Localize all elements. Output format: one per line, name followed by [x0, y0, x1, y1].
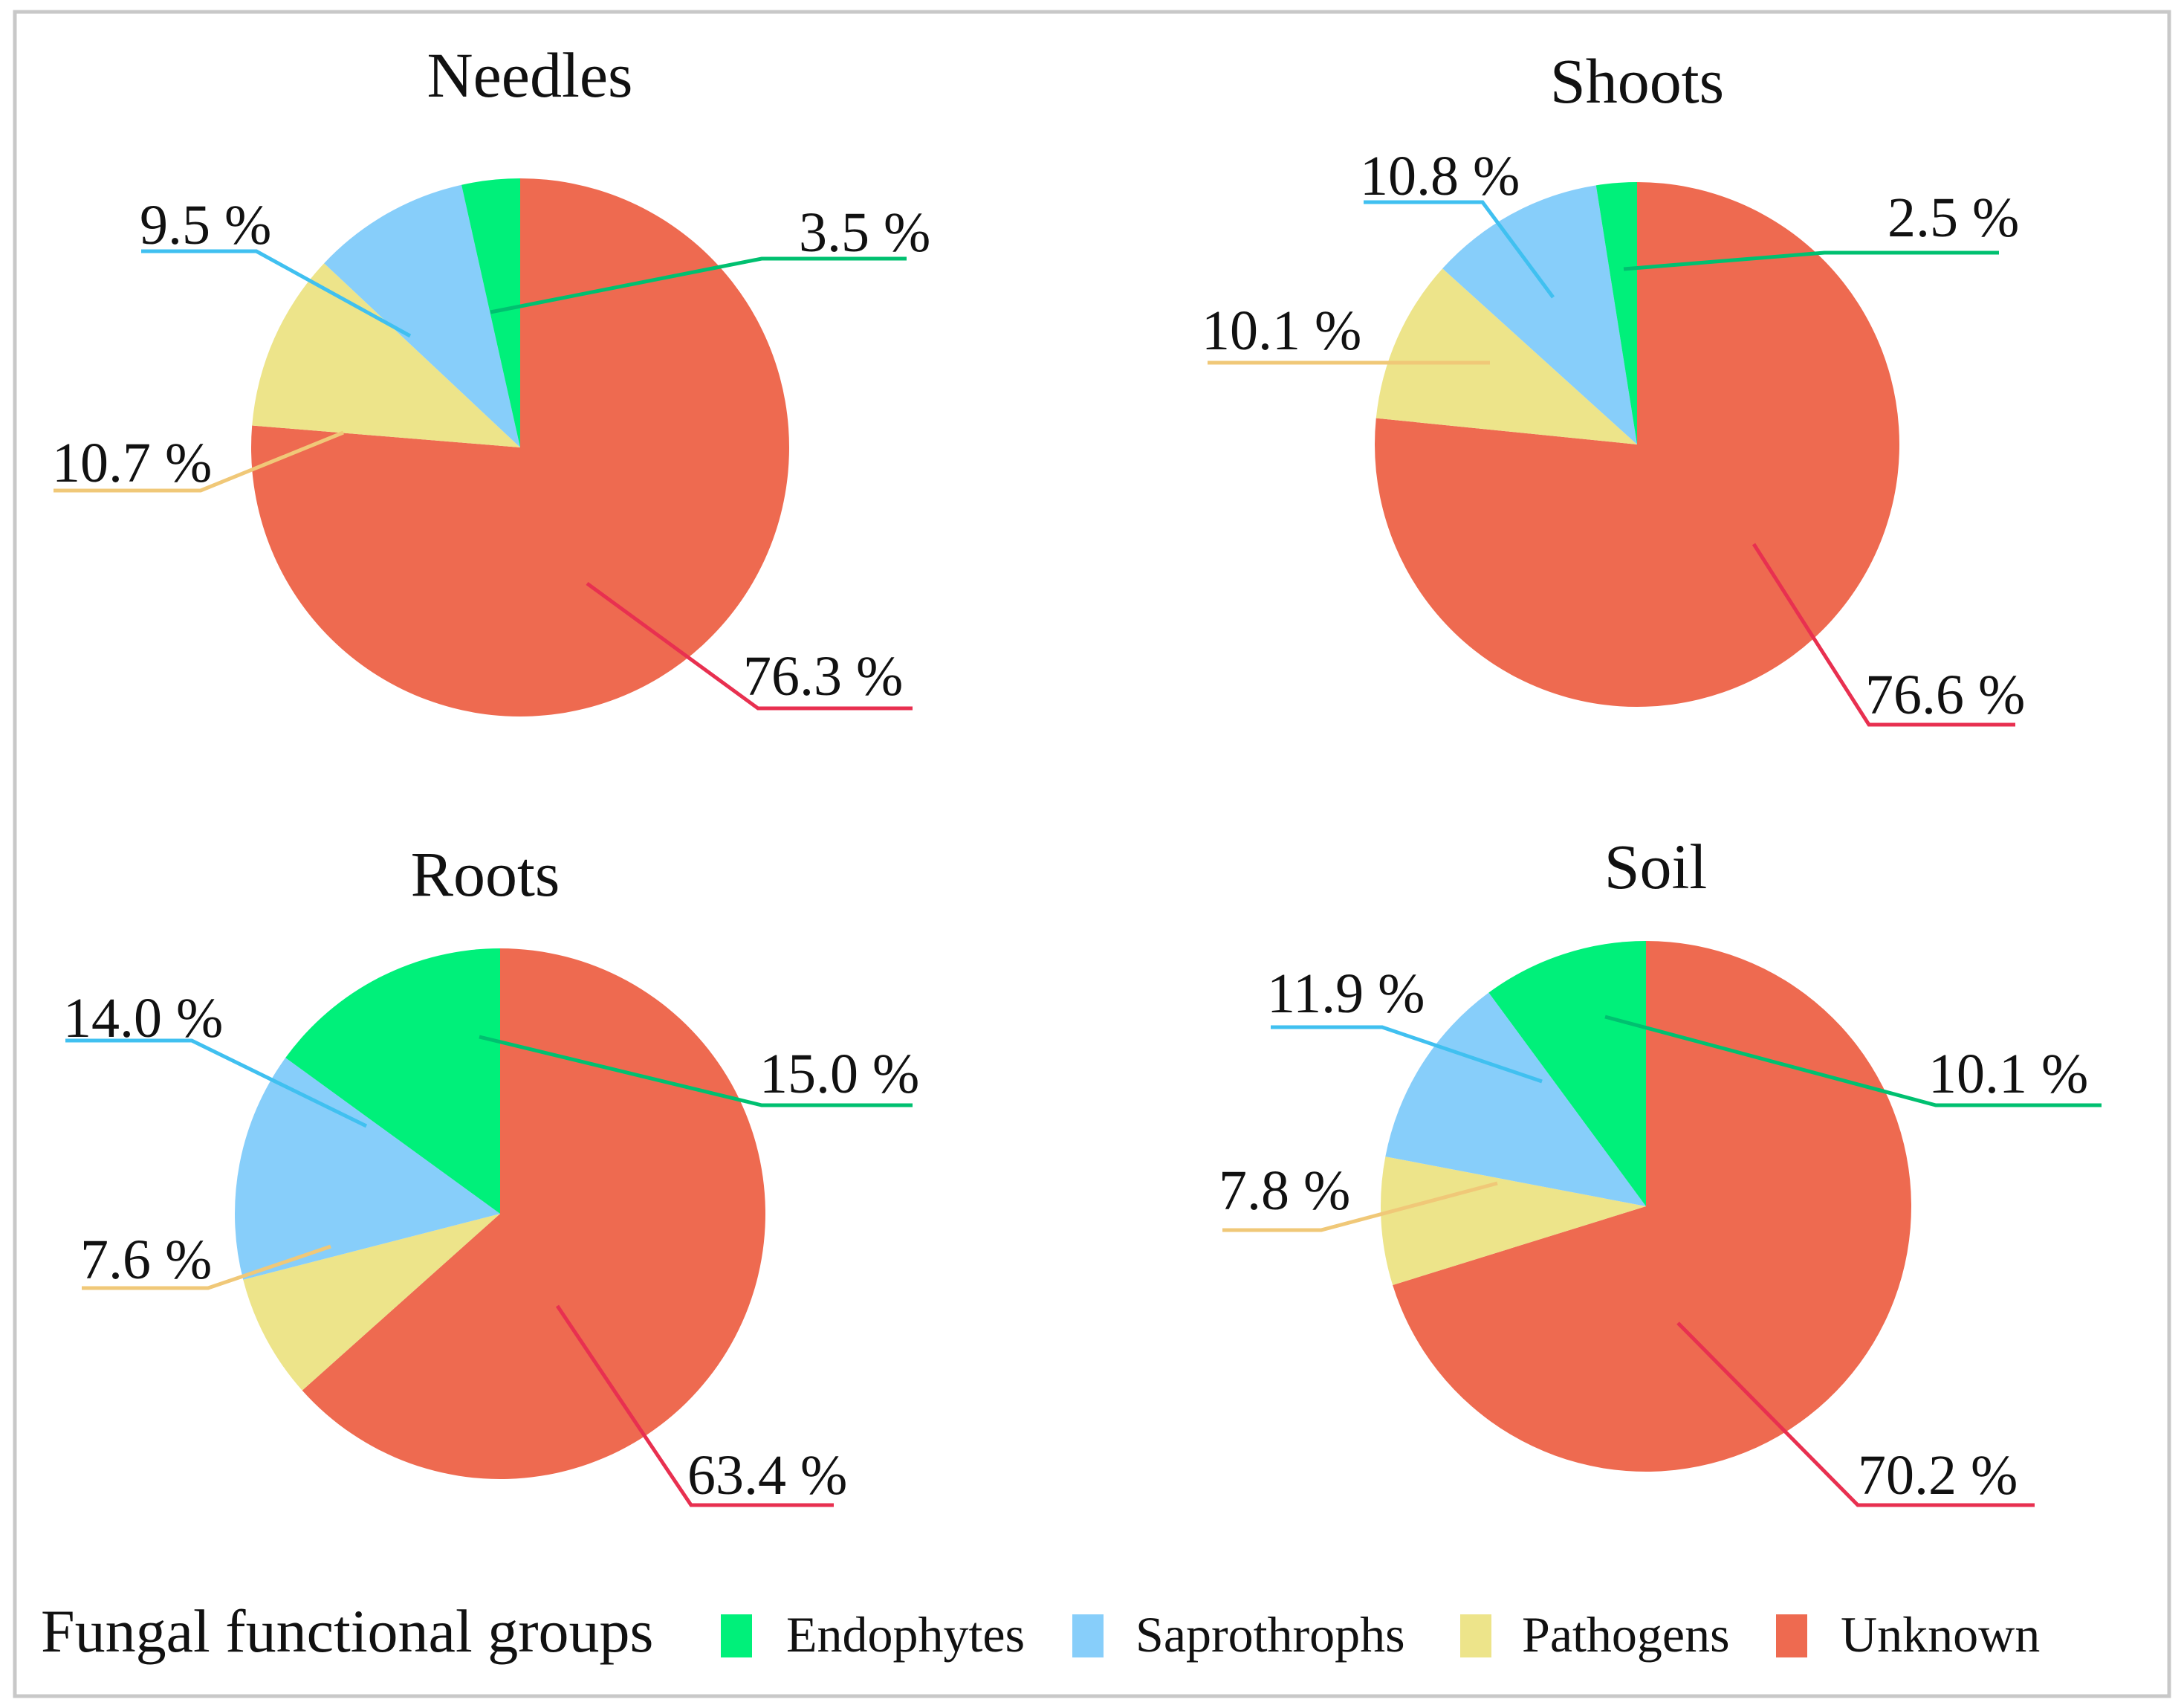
- pie-slices: [234, 948, 766, 1480]
- slice-label-pathogens: 7.8 %: [1219, 1159, 1350, 1222]
- slice-pathogens: [1375, 268, 1637, 444]
- slice-pathogens: [243, 1214, 500, 1391]
- slice-endophytes: [1595, 182, 1637, 444]
- pie-title: Soil: [1604, 831, 1708, 902]
- leader-line-endophytes: [1623, 250, 1999, 271]
- slice-saprothrophs: [234, 1058, 500, 1280]
- slice-pathogens: [1381, 1157, 1646, 1286]
- pie-shoots: Shoots 10.8 % 2.5 % 10.1 % 76.6 %: [1202, 45, 2025, 727]
- slice-label-pathogens: 10.7 %: [52, 432, 212, 494]
- leader-line-saprothrophs: [65, 1038, 368, 1128]
- slice-endophytes: [1488, 941, 1646, 1206]
- slice-label-endophytes: 2.5 %: [1887, 187, 2019, 249]
- legend-swatch-pathogens: [1460, 1614, 1491, 1657]
- slice-label-endophytes: 10.1 %: [1928, 1043, 2088, 1105]
- slice-endophytes: [285, 948, 500, 1214]
- legend-swatch-unknown: [1776, 1614, 1807, 1657]
- leader-line-pathogens: [54, 430, 344, 493]
- slice-unknown: [1393, 941, 1912, 1472]
- legend-label-endophytes: Endophytes: [786, 1606, 1025, 1663]
- slice-label-unknown: 76.6 %: [1865, 664, 2025, 726]
- pie-leaders: [54, 249, 913, 711]
- pie-slices: [251, 178, 789, 717]
- slice-label-unknown: 76.3 %: [743, 645, 903, 708]
- pie-leaders: [1208, 200, 2015, 727]
- slice-label-saprothrophs: 14.0 %: [63, 987, 223, 1049]
- slice-label-saprothrophs: 9.5 %: [140, 194, 271, 256]
- pie-title: Roots: [411, 838, 560, 910]
- legend-label-saprothrophs: Saprothrophs: [1135, 1606, 1405, 1663]
- legend-title: Fungal functional groups: [41, 1597, 653, 1665]
- pie-title: Needles: [427, 39, 633, 111]
- leader-line-unknown: [586, 581, 913, 711]
- leader-line-endophytes: [479, 1035, 913, 1107]
- slice-saprothrophs: [324, 184, 520, 447]
- slice-saprothrophs: [1385, 992, 1646, 1206]
- legend-label-unknown: Unknown: [1841, 1606, 2040, 1663]
- leader-line-unknown: [1676, 1322, 2035, 1507]
- slice-label-saprothrophs: 11.9 %: [1267, 963, 1425, 1025]
- pie-leaders: [65, 1035, 913, 1507]
- pie-roots: Roots 14.0 % 15.0 % 7.6 % 63.4 %: [63, 838, 919, 1507]
- slice-pathogens: [252, 263, 520, 447]
- pie-leaders: [1222, 1015, 2102, 1507]
- leader-line-saprothrophs: [1271, 1025, 1543, 1084]
- leader-line-saprothrophs: [1364, 200, 1555, 299]
- pie-title: Shoots: [1550, 45, 1724, 117]
- leader-line-pathogens: [82, 1244, 331, 1290]
- slice-label-pathogens: 10.1 %: [1202, 300, 1361, 362]
- legend-swatch-endophytes: [721, 1614, 752, 1657]
- slice-label-pathogens: 7.6 %: [80, 1229, 212, 1291]
- leader-line-endophytes: [490, 256, 907, 314]
- pie-needles: Needles 9.5 % 3.5 % 10.7 % 76.3 %: [52, 39, 930, 717]
- legend-swatch-saprothrophs: [1072, 1614, 1104, 1657]
- slice-label-unknown: 63.4 %: [687, 1444, 847, 1507]
- legend-label-pathogens: Pathogens: [1522, 1606, 1730, 1663]
- pie-slices: [1375, 182, 1900, 707]
- pie-slices: [1381, 941, 1912, 1472]
- slice-label-unknown: 70.2 %: [1858, 1444, 2018, 1507]
- slice-label-endophytes: 15.0 %: [759, 1043, 919, 1105]
- slice-label-endophytes: 3.5 %: [799, 201, 930, 264]
- leader-line-unknown: [555, 1304, 834, 1507]
- leader-line-unknown: [1752, 543, 2015, 727]
- leader-line-pathogens: [1222, 1181, 1498, 1232]
- slice-label-saprothrophs: 10.8 %: [1360, 145, 1520, 207]
- leader-line-endophytes: [1604, 1015, 2102, 1107]
- pie-soil: Soil 11.9 % 10.1 % 7.8 % 70.2 %: [1219, 831, 2102, 1507]
- slice-unknown: [302, 948, 766, 1480]
- slice-saprothrophs: [1442, 185, 1637, 444]
- legend: Fungal functional groups Endophytes Sapr…: [41, 1597, 2040, 1665]
- leader-line-saprothrophs: [141, 249, 412, 338]
